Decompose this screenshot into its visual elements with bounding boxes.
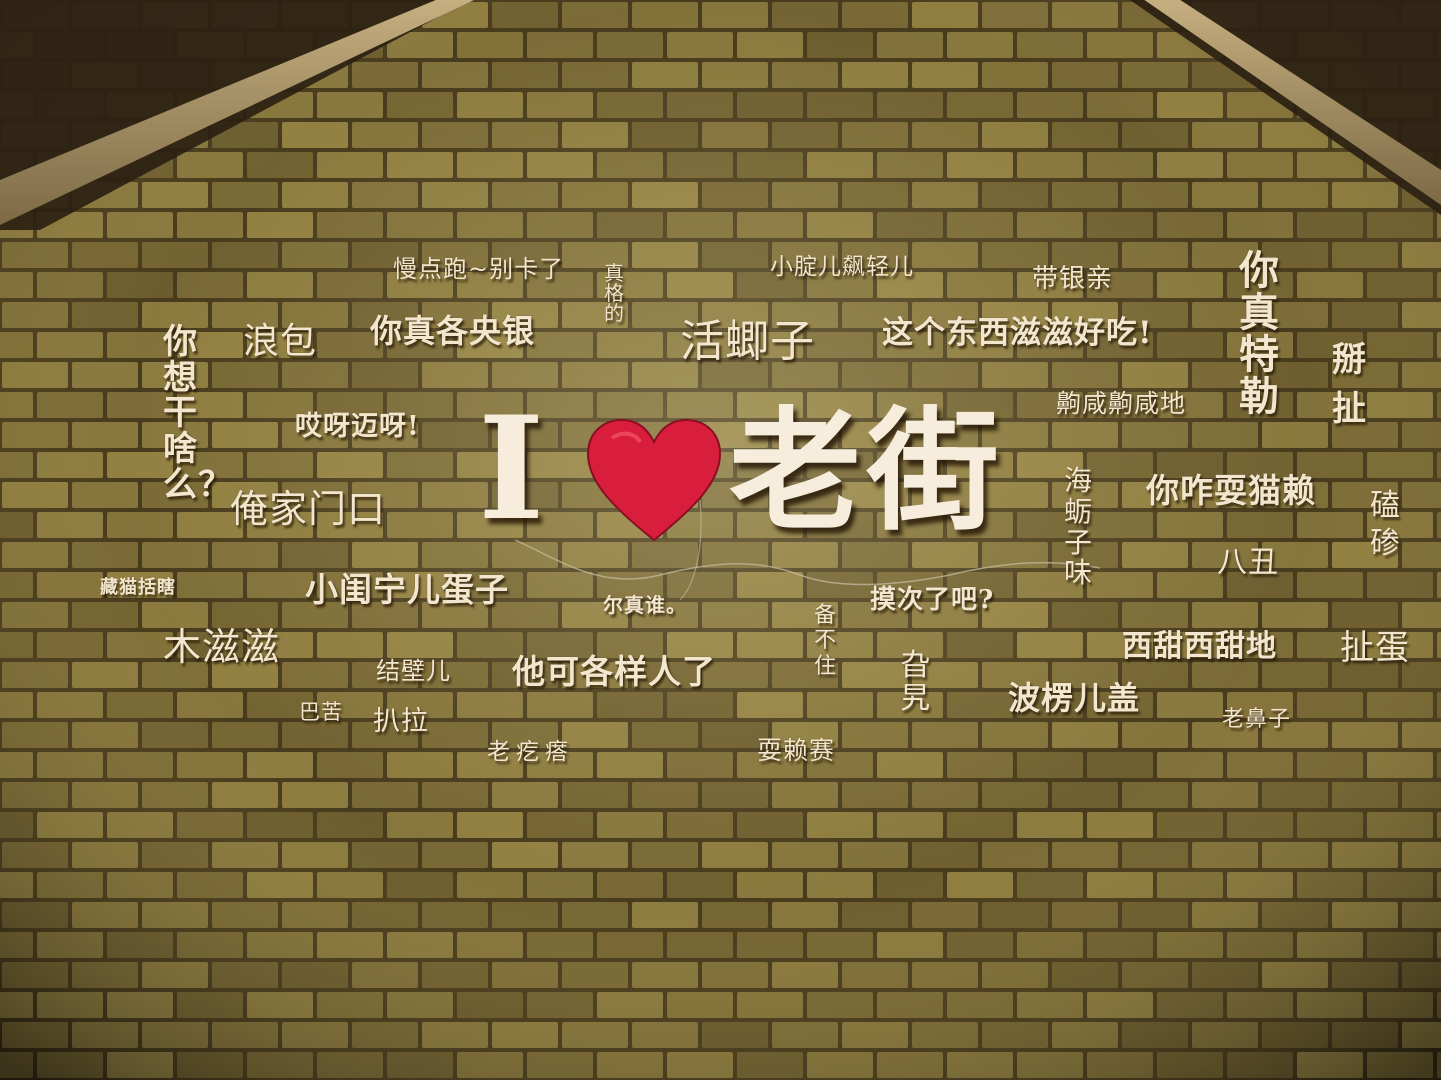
phrase-playboy: 浪包 [243,321,318,362]
vertical-text: 你想干啥么？ [163,322,233,505]
phrase-neighbor: 结壁儿 [376,657,451,685]
phrase-knee: 波楞儿盖 [1008,679,1141,717]
phrase-tasty-food: 这个东西滋滋好吃! [882,315,1153,351]
phrase-alive-cricket: 活蝍子 [680,316,815,367]
phrase-little-butt: 小腚儿飙轻儿 [770,254,914,280]
phrase-you-are-really: 你真特勒 [1236,250,1282,418]
phrase-scratch: 扒拉 [373,706,429,737]
phrase-what-do-you-want: 你想干啥么？ [160,322,233,505]
vertical-text: 掰扯 [1332,340,1367,430]
vertical-text: 你真特勒 [1239,248,1280,420]
phrase-why-cheat: 你咋耍猫赖 [1146,471,1316,510]
phrase-oh-my: 哎呀迈呀! [295,411,420,442]
phrase-touched: 摸次了吧? [870,585,995,615]
phrase-oyster-taste: 海蛎子味 [1062,464,1094,590]
phrase-argue: 掰扯 [1330,336,1368,435]
phrase-numb: 木滋滋 [163,625,281,669]
phrase-little-girl: 小闺宁儿蛋子 [305,570,509,609]
phrase-hide-and-seek: 藏猫括瞎 [100,577,176,598]
sign-letter-i: I [478,386,545,552]
roof-beam-left [0,0,474,225]
phrase-shabby: 磕碜 [1368,487,1402,562]
phrase-quite-a-character: 他可各样人了 [512,652,716,691]
heart-icon [586,418,722,542]
phrase-corner: 旮旯 [898,649,932,715]
phrase-very-salty: 齁咸齁咸地 [1056,389,1187,418]
phrase-my-doorstep: 俺家门口 [230,487,387,531]
phrase-with-dear: 带银亲 [1032,264,1114,294]
vertical-text: 磕碜 [1370,488,1401,561]
phrase-really-who: 尔真谁。 [603,593,687,617]
phrase-real-deal: 真格的 [602,263,626,323]
phrase-play-dirty: 耍赖赛 [757,736,836,765]
vertical-text: 备不住 [814,603,838,679]
i-love-old-street-sign: I 老街 [474,398,1034,548]
phrase-a-lot: 老鼻子 [1222,707,1292,732]
vertical-text: 真格的 [604,261,625,325]
phrase-nonsense: 扯蛋 [1340,628,1410,668]
phrase-maybe: 备不住 [812,603,838,679]
phrase-ugly: 八丑 [1217,545,1279,580]
cable-wire [514,539,1101,586]
sign-word-old-street: 老街 [729,394,1005,549]
phrase-youngest: 老疙瘩 [487,739,574,765]
vertical-text: 旮旯 [900,648,931,716]
phrase-slow-down: 慢点跑~别卡了 [393,255,565,283]
vertical-text: 海蛎子味 [1064,464,1094,590]
cable-wire-drop [679,499,702,601]
phrase-sweet: 西甜西甜地 [1122,629,1277,664]
roof-beam-right [1144,0,1441,205]
roof-shadow-right [1130,0,1441,215]
phrase-you-are-really-central: 你真各央银 [370,312,536,350]
phrase-bitter: 巴苦 [299,700,343,724]
